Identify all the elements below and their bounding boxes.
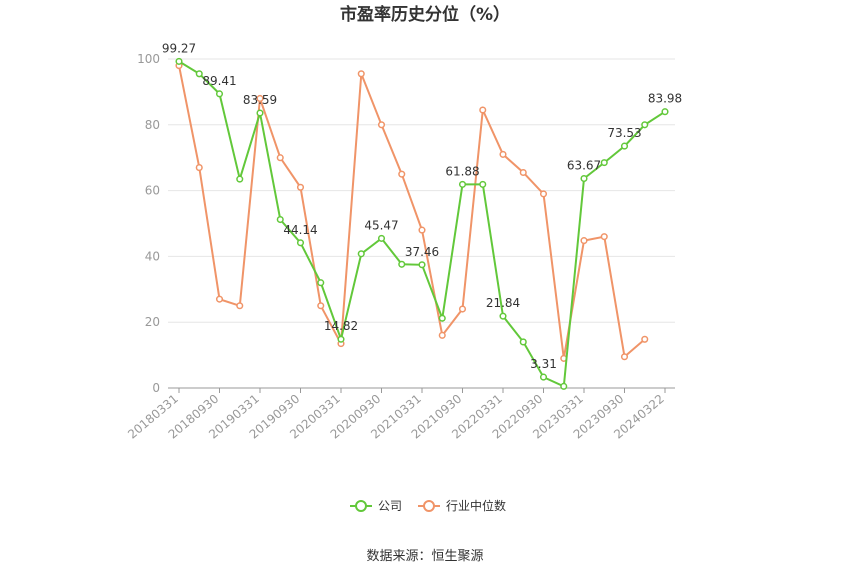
series-point-0: [641, 121, 649, 129]
data-label: 14.82: [324, 319, 358, 333]
series-point-0: [215, 90, 224, 98]
series-point-1: [256, 94, 264, 103]
data-label: 99.27: [162, 41, 196, 55]
series-point-0: [519, 338, 527, 346]
y-tick-label: 80: [145, 118, 160, 132]
data-label: 83.98: [648, 92, 682, 106]
series-point-0: [195, 70, 203, 78]
series-point-1: [620, 353, 629, 361]
series-point-0: [418, 261, 426, 269]
series-point-1: [479, 106, 487, 114]
series-point-1: [600, 233, 608, 241]
series-point-0: [600, 159, 608, 167]
series-point-1: [296, 183, 305, 191]
legend-item-1[interactable]: 行业中位数: [418, 498, 506, 513]
data-label: 37.46: [405, 245, 439, 259]
series-point-0: [458, 180, 467, 188]
source-note: 数据来源：恒生聚源: [366, 549, 483, 564]
series-point-0: [296, 239, 305, 247]
y-tick-label: 0: [152, 381, 160, 395]
series-point-0: [256, 109, 264, 117]
data-label: 89.41: [202, 74, 236, 88]
data-label: 63.67: [567, 159, 601, 173]
series-point-1: [499, 150, 507, 158]
legend: 公司 行业中位数: [350, 498, 506, 513]
series-point-1: [519, 168, 527, 177]
series-point-1: [236, 302, 244, 310]
series-point-0: [499, 312, 507, 320]
series-point-0: [539, 373, 548, 381]
data-label: 3.31: [530, 357, 557, 371]
legend-item-0[interactable]: 公司: [350, 499, 402, 513]
series-point-1: [276, 154, 284, 162]
series-point-1: [580, 237, 588, 245]
series-point-0: [317, 279, 325, 287]
series-point-1: [215, 295, 224, 303]
y-tick-label: 20: [145, 315, 160, 329]
series-point-0: [175, 57, 183, 65]
series-point-0: [337, 335, 345, 343]
series-point-1: [641, 335, 649, 343]
data-label: 44.14: [283, 223, 317, 237]
series-point-1: [317, 302, 325, 310]
series-point-0: [236, 175, 244, 183]
y-tick-label: 100: [137, 52, 160, 66]
series-point-1: [377, 121, 386, 129]
series-point-1: [398, 170, 406, 178]
y-tick-label: 60: [145, 184, 160, 198]
series-point-0: [398, 260, 406, 268]
series-point-0: [357, 250, 365, 258]
series-point-0: [580, 174, 588, 183]
data-labels: 99.27 89.41 83.59 44.14 14.82 45.47 37.46 61.88…: [162, 41, 682, 371]
series-point-1: [539, 190, 548, 198]
series-point-0: [560, 382, 568, 390]
series-point-1: [195, 164, 203, 172]
x-axis: 2018033120180930201903312019093020200331…: [125, 388, 667, 442]
series-point-0: [620, 142, 629, 150]
series-line-1: [178, 65, 646, 359]
data-label: 83.59: [243, 93, 277, 107]
series-point-0: [661, 108, 669, 116]
series-point-0: [377, 234, 386, 242]
series-group: [175, 57, 669, 390]
data-label: 73.53: [607, 126, 641, 140]
series-line-0: [178, 60, 666, 388]
grid-lines: [168, 58, 675, 323]
series-point-1: [458, 305, 467, 313]
series-point-0: [276, 216, 284, 224]
series-point-1: [418, 226, 426, 234]
series-point-1: [438, 331, 446, 339]
y-axis: 0 20 40 60 80 100: [137, 52, 160, 395]
y-tick-label: 40: [145, 249, 160, 263]
series-point-0: [438, 314, 446, 322]
legend-label: 公司: [378, 499, 402, 513]
data-label: 21.84: [486, 296, 520, 310]
data-label: 45.47: [364, 218, 398, 232]
series-point-0: [479, 180, 487, 188]
series-point-1: [357, 70, 365, 78]
chart-title: 市盈率历史分位（%）: [340, 4, 510, 25]
data-label: 61.88: [445, 164, 479, 178]
legend-label: 行业中位数: [446, 498, 506, 513]
